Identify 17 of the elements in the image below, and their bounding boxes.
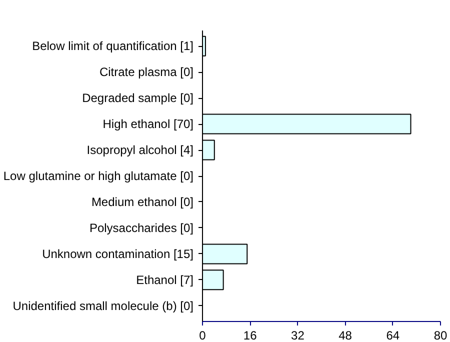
y-tick-label: Unknown contamination [15]	[42, 246, 194, 261]
y-tick-label: Ethanol [7]	[136, 272, 194, 287]
y-tick-label: Isopropyl alcohol [4]	[86, 143, 194, 158]
x-tick-label: 64	[386, 328, 400, 342]
y-tick-label: Unidentified small molecule (b) [0]	[12, 298, 194, 313]
y-tick-label: Below limit of quantification [1]	[32, 39, 194, 54]
x-tick-label: 48	[338, 328, 352, 342]
y-tick-label: Medium ethanol [0]	[91, 194, 194, 209]
y-tick-label: Degraded sample [0]	[82, 91, 194, 106]
x-tick-label: 0	[199, 328, 206, 342]
x-tick-label: 80	[434, 328, 448, 342]
y-tick-label: Low glutamine or high glutamate [0]	[3, 169, 194, 183]
y-tick-label: Polysaccharides [0]	[89, 220, 194, 235]
y-tick-label: High ethanol [70]	[102, 117, 194, 132]
x-tick-label: 32	[291, 328, 305, 342]
x-tick-label: 16	[243, 328, 258, 342]
y-tick-label: Citrate plasma [0]	[99, 65, 194, 80]
